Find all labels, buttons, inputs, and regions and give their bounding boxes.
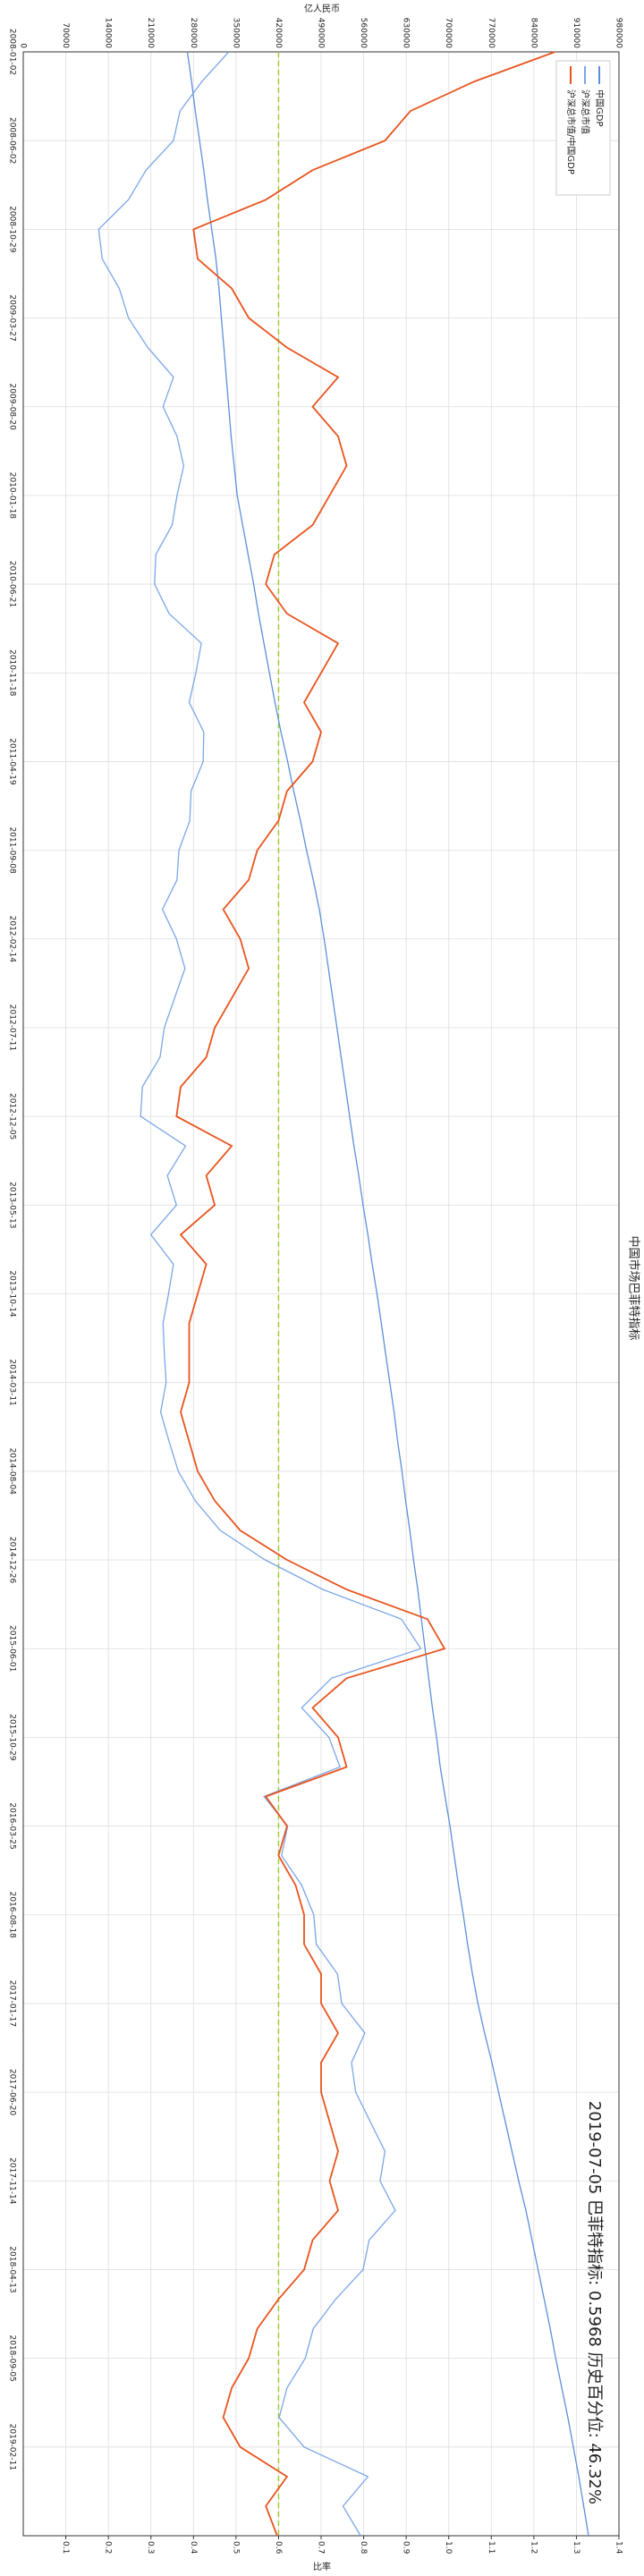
y-tick-label: 840000	[529, 18, 538, 49]
y-tick-label: 700000	[444, 18, 453, 49]
x-tick-label: 2018-04-13	[8, 2246, 17, 2292]
x-tick-label: 2010-01-18	[8, 472, 17, 520]
y-tick-label: 490000	[317, 18, 326, 49]
y2-tick-label: 0.9	[402, 2541, 411, 2555]
x-tick-label: 2013-10-14	[8, 1270, 17, 1318]
y2-tick-label: 0.7	[317, 2541, 326, 2554]
y-tick-label: 560000	[359, 18, 368, 49]
y-tick-label: 420000	[274, 18, 283, 49]
x-tick-label: 2015-10-29	[8, 1714, 17, 1761]
x-tick-label: 2014-08-04	[8, 1448, 17, 1496]
y-tick-label: 0	[19, 43, 28, 48]
plot-frame	[22, 51, 620, 2537]
y2-tick-label: 1.4	[614, 2541, 623, 2555]
x-tick-label: 2008-01-02	[8, 29, 17, 75]
x-tick-label: 2012-02-14	[8, 916, 17, 963]
y2-tick-label: 0.3	[146, 2541, 155, 2554]
y-tick-label: 70000	[61, 22, 70, 48]
x-tick-label: 2008-06-02	[8, 117, 17, 164]
x-tick-label: 2012-07-11	[8, 1004, 17, 1051]
y2-tick-label: 1.3	[572, 2541, 580, 2554]
series-line	[186, 51, 589, 2537]
x-tick-label: 2018-09-05	[8, 2334, 17, 2381]
x-tick-label: 2016-03-25	[8, 1802, 17, 1849]
y-axis-label: 亿人民币	[304, 3, 340, 14]
y-tick-label: 140000	[104, 18, 113, 49]
x-tick-label: 2014-03-11	[8, 1360, 17, 1406]
x-tick-label: 2017-06-20	[8, 2069, 17, 2116]
x-tick-label: 2015-06-01	[8, 1625, 17, 1672]
legend-label: 沪深总市值	[580, 89, 591, 134]
y2-tick-label: 0.2	[104, 2541, 113, 2554]
y-tick-label: 350000	[231, 18, 240, 49]
y2-tick-label: 0.8	[359, 2541, 368, 2555]
x-tick-label: 2019-02-11	[8, 2424, 17, 2470]
x-tick-label: 2017-01-17	[8, 1980, 17, 2027]
legend-label: 沪深总市值/中国GDP	[565, 89, 577, 174]
chart-title: 中国市场巴菲特指标	[627, 1235, 641, 1340]
y-tick-label: 910000	[572, 18, 580, 49]
legend-label: 中国GDP	[594, 89, 606, 126]
y-tick-label: 210000	[146, 18, 155, 49]
x-tick-label: 2017-11-14	[8, 2157, 17, 2205]
y2-tick-label: 0.1	[61, 2541, 70, 2554]
x-tick-label: 2013-05-13	[8, 1182, 17, 1228]
x-tick-label: 2016-08-18	[8, 1892, 17, 1939]
y-tick-label: 630000	[402, 18, 411, 49]
series-line	[97, 51, 422, 2537]
y2-tick-label: 0.5	[231, 2541, 240, 2554]
y2-tick-label: 0.6	[274, 2541, 283, 2555]
x-tick-label: 2011-09-08	[8, 826, 17, 874]
x-tick-label: 2008-10-29	[8, 206, 17, 253]
x-tick-label: 2010-11-18	[8, 649, 17, 697]
legend-box	[555, 60, 611, 196]
x-tick-label: 2012-12-05	[8, 1093, 17, 1140]
y2-tick-label: 1.1	[487, 2541, 496, 2554]
y2-tick-label: 1.0	[444, 2541, 453, 2555]
y2-tick-label: 1.2	[529, 2541, 538, 2554]
x-tick-label: 2011-04-19	[8, 738, 17, 785]
series-line	[175, 51, 555, 2537]
x-tick-label: 2009-08-20	[8, 384, 17, 431]
x-tick-label: 2014-12-26	[8, 1537, 17, 1584]
x-tick-label: 2009-03-27	[8, 294, 17, 341]
y2-axis-label: 比率	[313, 2561, 331, 2572]
y-tick-label: 280000	[189, 18, 198, 49]
y2-tick-label: 0.4	[189, 2541, 198, 2555]
annotation: 2019-07-05 巴菲特指标: 0.5968 历史百分位: 46.32%	[585, 2101, 604, 2504]
y-tick-label: 980000	[614, 18, 623, 49]
x-tick-label: 2010-06-21	[8, 561, 17, 607]
y-tick-label: 770000	[487, 18, 496, 49]
